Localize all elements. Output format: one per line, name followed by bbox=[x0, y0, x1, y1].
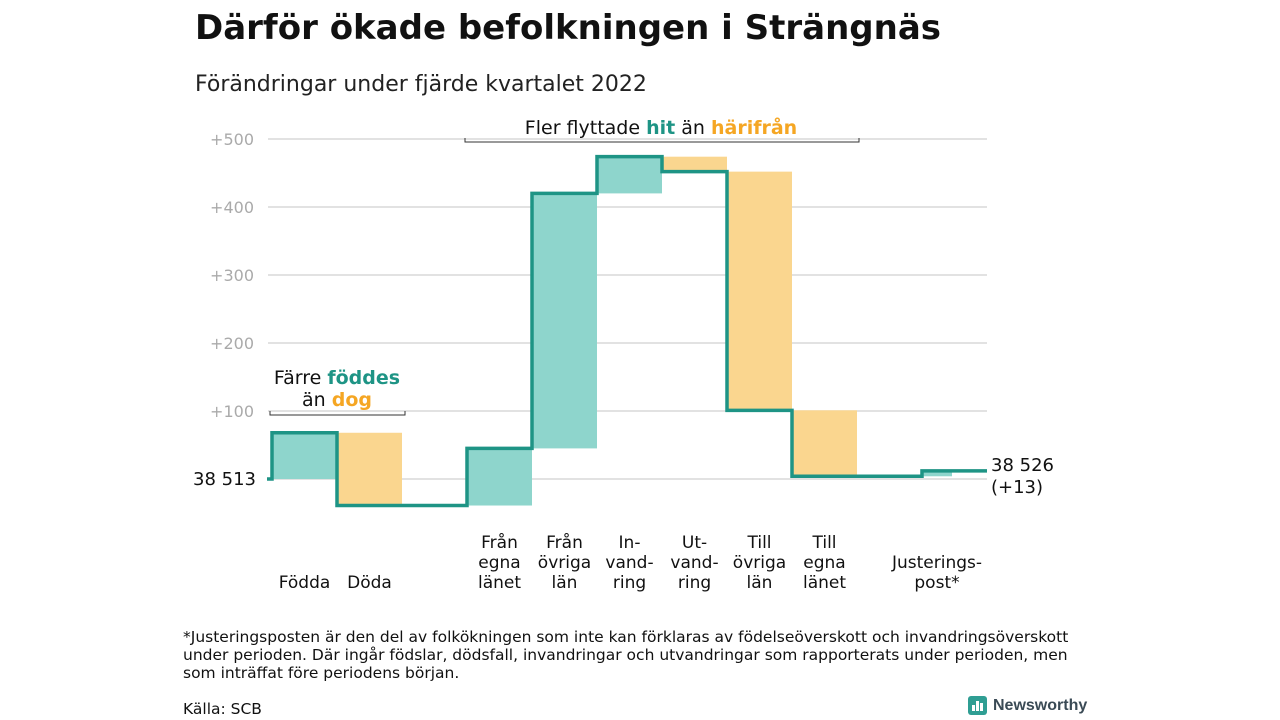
category-label: Döda bbox=[347, 573, 392, 593]
category-label: In- bbox=[619, 533, 641, 553]
category-label: post* bbox=[914, 573, 959, 593]
decrease-bar bbox=[337, 432, 402, 506]
annotation-natural-bracket bbox=[269, 411, 406, 416]
category-label: ring bbox=[678, 573, 711, 593]
decrease-bar bbox=[792, 410, 857, 477]
annotation-migration-bracket bbox=[464, 138, 860, 143]
increase-bar bbox=[272, 432, 337, 479]
category-label: övriga bbox=[733, 553, 786, 573]
category-label: vand- bbox=[605, 553, 653, 573]
category-label: länet bbox=[478, 573, 521, 593]
footnote: *Justeringsposten är den del av folkökni… bbox=[183, 628, 1069, 682]
category-label: övriga bbox=[538, 553, 591, 573]
category-label: ring bbox=[613, 573, 646, 593]
y-tick-label: +300 bbox=[210, 266, 254, 285]
category-label: län bbox=[552, 573, 578, 593]
increase-bar bbox=[467, 448, 532, 506]
category-label: Från bbox=[546, 532, 583, 553]
category-label: egna bbox=[478, 553, 520, 573]
annotation-natural-line1: Färre föddes bbox=[274, 367, 400, 389]
bar-layer bbox=[272, 156, 952, 506]
increase-bar bbox=[532, 193, 597, 449]
increase-bar bbox=[922, 470, 952, 477]
annotation-migration: Fler flyttade hit än härifrån bbox=[525, 115, 797, 139]
category-label: Ut- bbox=[682, 533, 707, 553]
y-tick-label: +100 bbox=[210, 402, 254, 421]
cumulative-step-line bbox=[267, 154, 987, 508]
category-label: vand- bbox=[670, 553, 718, 573]
category-label: Justerings- bbox=[891, 553, 982, 573]
y-tick-label: +400 bbox=[210, 198, 254, 217]
increase-bar bbox=[597, 156, 662, 194]
y-tick-label: +200 bbox=[210, 334, 254, 353]
start-value-label: 38 513 bbox=[193, 469, 256, 490]
text-layer: +500 +400 +300 +200 +100 38 513 38 526(+13) Föd… bbox=[193, 115, 1054, 593]
source-note: Källa: SCB bbox=[183, 700, 262, 718]
category-label: län bbox=[747, 573, 773, 593]
category-label: Från bbox=[481, 532, 518, 553]
chart-title: Därför ökade befolkningen i Strängnäs bbox=[195, 8, 942, 48]
category-label: Till bbox=[746, 533, 771, 553]
category-label: länet bbox=[803, 573, 846, 593]
y-tick-label: +500 bbox=[210, 130, 254, 149]
annotation-natural-line2: än dog bbox=[302, 389, 372, 411]
category-label: Till bbox=[811, 533, 836, 553]
end-value-label: (+13) bbox=[991, 477, 1043, 498]
decrease-bar bbox=[662, 156, 727, 172]
end-value-label: 38 526 bbox=[991, 455, 1054, 476]
chart-subtitle: Förändringar under fjärde kvartalet 2022 bbox=[195, 72, 647, 97]
line-layer bbox=[267, 154, 987, 508]
newsworthy-icon bbox=[968, 696, 987, 715]
category-label: egna bbox=[803, 553, 845, 573]
brand-name: Newsworthy bbox=[993, 696, 1088, 714]
brand-logo[interactable]: Newsworthy bbox=[968, 696, 1087, 715]
category-label: Födda bbox=[279, 573, 331, 593]
decrease-bar bbox=[727, 171, 792, 411]
